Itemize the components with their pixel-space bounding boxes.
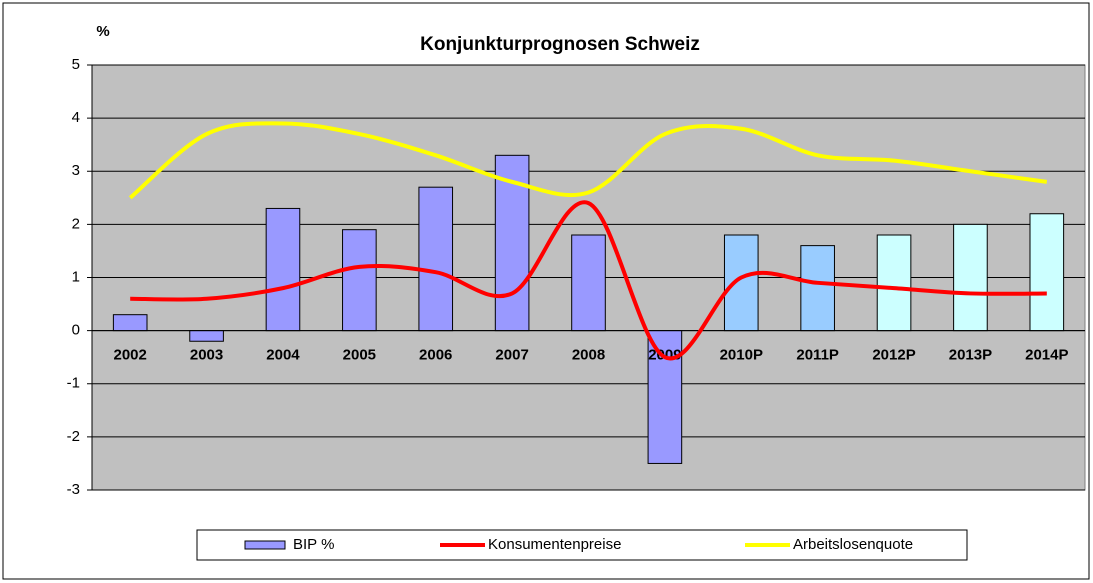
y-axis-label: %: [96, 23, 109, 40]
y-tick-label: 4: [72, 109, 80, 126]
y-tick-label: -1: [67, 375, 80, 392]
x-tick-label: 2012P: [872, 347, 915, 364]
bar: [723, 234, 759, 332]
x-tick-label: 2013P: [949, 347, 992, 364]
x-tick-label: 2004: [266, 347, 300, 364]
bar: [112, 314, 148, 332]
y-tick-label: 2: [72, 215, 80, 232]
bar: [953, 223, 988, 332]
line-series: [130, 200, 1047, 361]
line-series: [128, 121, 1048, 200]
x-tick-label: 2007: [495, 347, 528, 364]
bar: [571, 234, 606, 332]
bar: [800, 245, 835, 332]
x-tick-label: 2005: [343, 347, 376, 364]
bar: [265, 207, 301, 332]
chart-title: Konjunkturprognosen Schweiz: [420, 34, 700, 55]
y-tick-label: 3: [72, 162, 80, 179]
y-tick-label: 5: [72, 56, 80, 73]
bar: [1029, 213, 1065, 332]
y-tick-label: 0: [72, 322, 80, 339]
bar: [189, 330, 224, 342]
legend-label: Arbeitslosenquote: [793, 536, 913, 553]
legend-label: BIP %: [293, 536, 334, 553]
bar: [342, 229, 377, 332]
x-tick-label: 2003: [190, 347, 223, 364]
bar: [418, 186, 454, 332]
y-tick-label: -3: [67, 481, 80, 498]
legend-swatch: [244, 540, 286, 550]
x-tick-label: 2002: [114, 347, 147, 364]
y-tick-label: 1: [72, 268, 80, 285]
legend-box: [196, 529, 968, 561]
y-tick-label: -2: [67, 428, 80, 445]
bar: [876, 234, 912, 332]
x-tick-label: 2010P: [720, 347, 763, 364]
legend-label: Konsumentenpreise: [488, 536, 621, 553]
x-tick-label: 2008: [572, 347, 605, 364]
x-tick-label: 2006: [419, 347, 452, 364]
x-tick-label: 2014P: [1025, 347, 1068, 364]
bar: [647, 330, 683, 464]
x-tick-label: 2011P: [796, 347, 839, 364]
